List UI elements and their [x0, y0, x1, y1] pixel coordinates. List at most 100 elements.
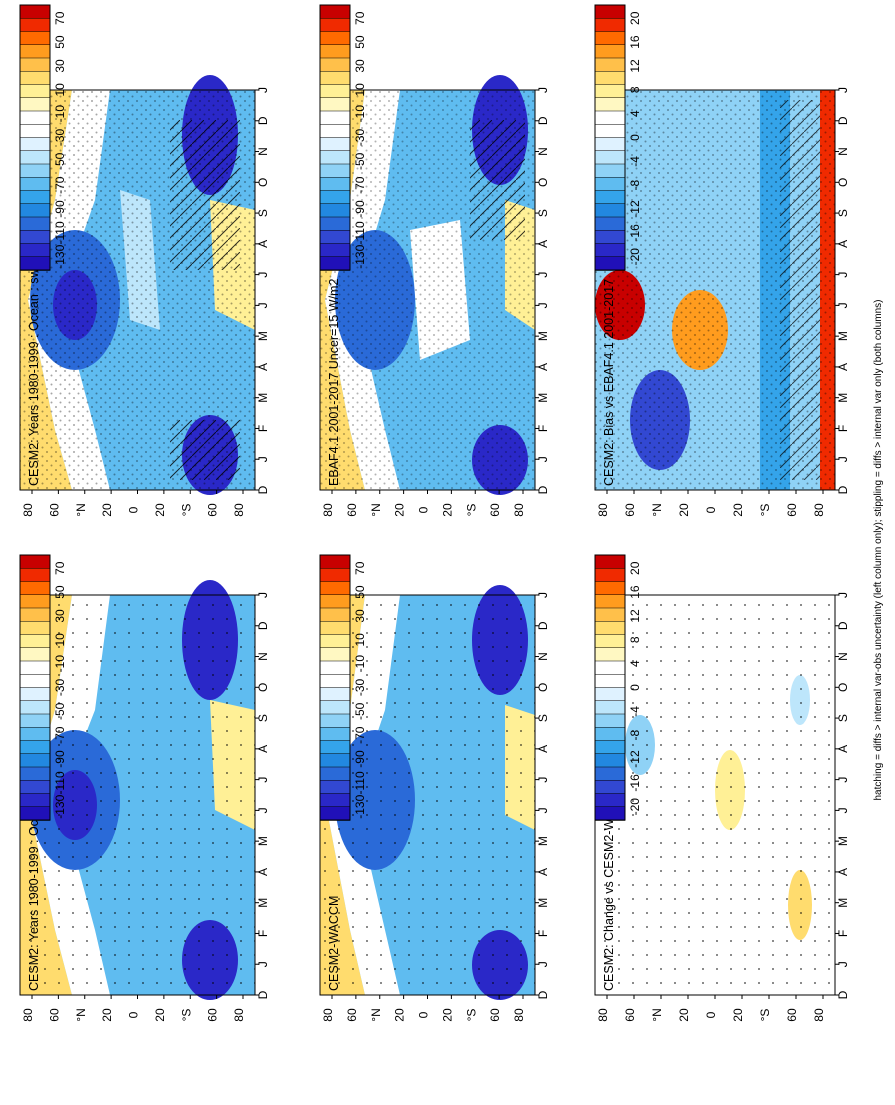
colorbar-swatch	[19, 793, 51, 808]
lat-tick-label: 0	[417, 1011, 431, 1018]
month-tick-label: J	[256, 777, 270, 783]
panel-title: CESM2: Bias vs EBAF4.1 2001-2017	[602, 279, 616, 486]
month-tick-label: M	[536, 836, 550, 846]
colorbar-swatch	[319, 780, 351, 795]
panel-title: EBAF4.1 2001-2017 Uncer=15 W/m2	[327, 279, 341, 486]
colorbar-label: 4	[628, 660, 642, 667]
colorbar-swatch	[594, 806, 626, 821]
colorbar-swatch	[594, 581, 626, 596]
colorbar-label: 12	[628, 609, 642, 623]
colorbar-swatch	[594, 687, 626, 702]
colorbar-swatch	[319, 793, 351, 808]
colorbar-swatch	[594, 71, 626, 86]
colorbar-label: -10	[353, 655, 367, 673]
month-tick-label: J	[836, 777, 850, 783]
lat-tick-label: 80	[21, 1008, 35, 1022]
lat-tick-label: 20	[677, 503, 691, 517]
colorbar-swatch	[19, 607, 51, 622]
month-tick-label: M	[836, 393, 850, 403]
colorbar-swatch	[594, 177, 626, 192]
colorbar-swatch	[594, 190, 626, 205]
month-tick-label: O	[836, 683, 850, 692]
month-tick-label: J	[836, 961, 850, 967]
colorbar-label: 10	[53, 83, 67, 97]
month-tick-label: A	[256, 745, 270, 753]
month-tick-label: D	[536, 621, 550, 630]
month-tick-label: M	[836, 836, 850, 846]
colorbar-label: 70	[53, 561, 67, 575]
colorbar-swatch	[319, 190, 351, 205]
month-tick-label: J	[256, 592, 270, 598]
colorbar-swatch	[594, 137, 626, 152]
colorbar-swatch	[319, 727, 351, 742]
lat-tick-label: 60	[785, 503, 799, 517]
colorbar-swatch	[319, 84, 351, 99]
colorbar-swatch	[319, 674, 351, 689]
lat-tick-label: 20	[100, 1008, 114, 1022]
colorbar-label: 0	[628, 684, 642, 691]
colorbar-swatch	[594, 84, 626, 99]
colorbar-swatch	[319, 18, 351, 33]
colorbar-swatch	[594, 753, 626, 768]
lat-tick-label: 20	[100, 503, 114, 517]
colorbar-swatch	[19, 727, 51, 742]
colorbar-swatch	[19, 581, 51, 596]
month-tick-label: A	[256, 868, 270, 876]
colorbar-swatch	[19, 44, 51, 59]
lat-tick-label: 20	[393, 1008, 407, 1022]
colorbar-swatch	[19, 634, 51, 649]
colorbar-label: 16	[628, 35, 642, 49]
colorbar-swatch	[319, 594, 351, 609]
colorbar-swatch	[319, 216, 351, 231]
colorbar-label: -12	[628, 750, 642, 768]
month-tick-label: O	[536, 683, 550, 692]
month-tick-label: M	[256, 393, 270, 403]
colorbar-swatch	[19, 110, 51, 125]
month-tick-label: N	[536, 147, 550, 156]
month-tick-label: F	[536, 930, 550, 937]
colorbar-label: 10	[353, 633, 367, 647]
colorbar-swatch	[19, 84, 51, 99]
panel-bottom-left	[594, 89, 836, 491]
lat-tick-label: 60	[47, 503, 61, 517]
colorbar-swatch	[19, 594, 51, 609]
colorbar-swatch	[594, 57, 626, 72]
colorbar-swatch	[594, 256, 626, 271]
month-tick-label: J	[836, 302, 850, 308]
month-tick-label: S	[256, 209, 270, 217]
colorbar-label: -110	[353, 771, 367, 794]
colorbar-swatch	[19, 753, 51, 768]
month-tick-label: J	[836, 807, 850, 813]
lat-tick-label: 0	[127, 506, 141, 513]
month-tick-label: A	[836, 745, 850, 753]
colorbar-swatch	[319, 568, 351, 583]
colorbar-swatch	[594, 150, 626, 165]
colorbar-swatch	[319, 713, 351, 728]
colorbar-swatch	[594, 780, 626, 795]
lat-tick-label: 60	[623, 1008, 637, 1022]
colorbar-swatch	[594, 203, 626, 218]
month-tick-label: F	[256, 930, 270, 937]
colorbar-swatch	[19, 97, 51, 112]
colorbar-label: -90	[53, 200, 67, 218]
colorbar-swatch	[594, 713, 626, 728]
lat-tick-label: 0	[127, 1011, 141, 1018]
colorbar-label: -30	[53, 679, 67, 697]
month-tick-label: D	[836, 990, 850, 999]
colorbar-swatch	[319, 660, 351, 675]
colorbar-label: -110	[53, 221, 67, 244]
colorbar-swatch	[319, 150, 351, 165]
lat-tick-label: 0	[417, 506, 431, 513]
colorbar-swatch	[19, 177, 51, 192]
colorbar-swatch	[19, 163, 51, 178]
colorbar-label: 50	[53, 585, 67, 599]
month-tick-label: A	[836, 363, 850, 371]
lat-tick-label: 80	[596, 1008, 610, 1022]
month-tick-label: M	[836, 331, 850, 341]
colorbar-swatch	[594, 568, 626, 583]
colorbar-swatch	[594, 766, 626, 781]
colorbar-label: 20	[628, 561, 642, 575]
colorbar-swatch	[319, 137, 351, 152]
colorbar-label: -130	[53, 794, 67, 818]
colorbar-swatch	[594, 740, 626, 755]
